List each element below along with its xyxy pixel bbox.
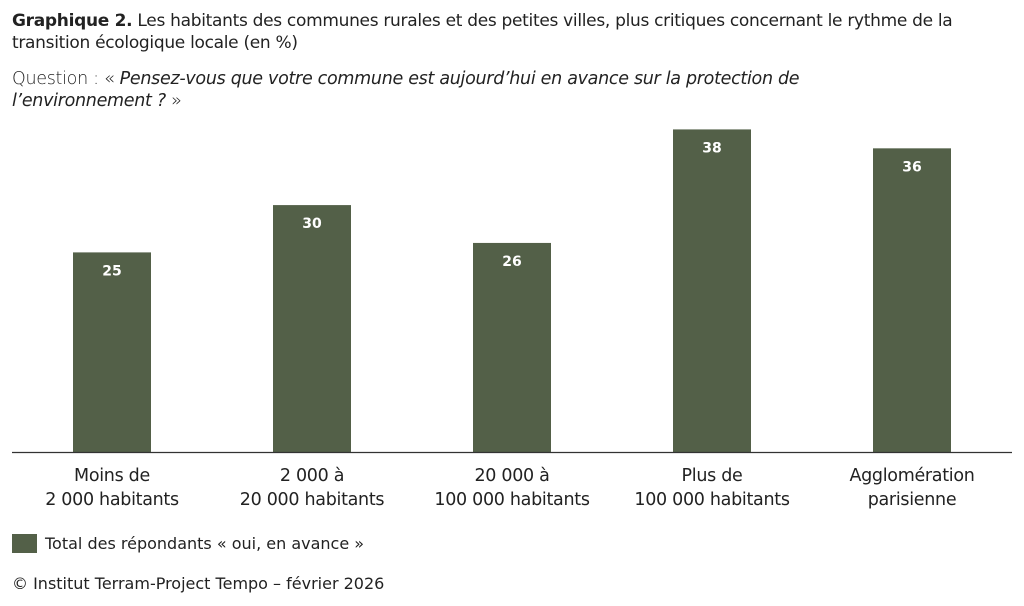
- legend-swatch: [12, 534, 37, 553]
- x-tick-line: 20 000 habitants: [239, 490, 385, 510]
- x-tick-line: 20 000 à: [474, 466, 550, 486]
- question-prefix: Question : «: [12, 69, 120, 89]
- title-text: Les habitants des communes rurales et de…: [12, 11, 953, 53]
- x-tick-line: 2 000 habitants: [45, 490, 179, 510]
- data-label: 25: [102, 263, 121, 279]
- question-suffix: »: [165, 91, 182, 111]
- data-label: 30: [302, 216, 322, 232]
- bar: [873, 148, 951, 453]
- x-tick-label: 2 000 à 20 000 habitants: [212, 464, 412, 512]
- question: Question : « Pensez-vous que votre commu…: [12, 68, 912, 112]
- bar: [673, 129, 751, 452]
- data-label: 26: [502, 254, 521, 270]
- title-bold: Graphique 2.: [12, 11, 133, 31]
- x-tick-line: Plus de: [681, 466, 743, 486]
- x-tick-line: 100 000 habitants: [434, 490, 590, 510]
- bar: [473, 242, 551, 452]
- x-tick-label: Agglomération parisienne: [812, 464, 1012, 512]
- x-tick-line: Moins de: [74, 466, 150, 486]
- bar: [73, 252, 151, 452]
- x-tick-label: Moins de 2 000 habitants: [12, 464, 212, 512]
- legend: Total des répondants « oui, en avance »: [12, 534, 364, 553]
- legend-label: Total des répondants « oui, en avance »: [45, 534, 365, 553]
- x-tick-label: Plus de 100 000 habitants: [612, 464, 812, 512]
- x-tick-line: Agglomération: [849, 466, 975, 486]
- x-tick-line: 2 000 à: [279, 466, 345, 486]
- bar: [273, 205, 351, 452]
- x-tick-line: 100 000 habitants: [634, 490, 790, 510]
- x-tick-line: parisienne: [867, 490, 957, 510]
- data-label: 38: [702, 140, 721, 156]
- data-label: 36: [902, 159, 921, 175]
- question-text: Pensez-vous que votre commune est aujour…: [12, 69, 800, 111]
- x-tick-label: 20 000 à 100 000 habitants: [412, 464, 612, 512]
- chart-title: Graphique 2. Les habitants des communes …: [12, 10, 1012, 54]
- source: © Institut Terram-Project Tempo – févrie…: [12, 574, 385, 593]
